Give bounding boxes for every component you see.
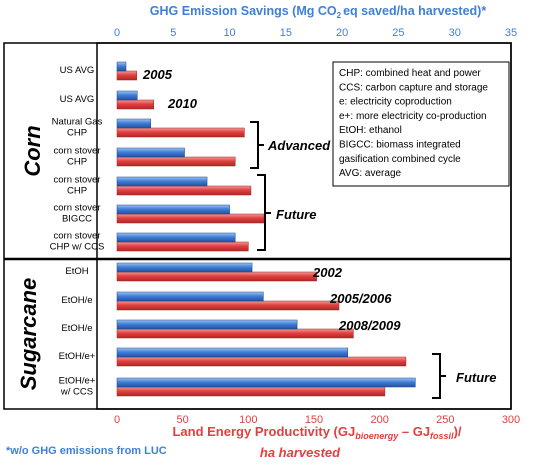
top-tick-label: 20 <box>336 27 348 39</box>
bottom-tick-label: 150 <box>305 414 323 426</box>
category-label: corn stover <box>54 203 101 214</box>
category-label: US AVG <box>60 94 95 105</box>
bottom-tick-label: 250 <box>436 414 454 426</box>
legend-line: e: electricity coproduction <box>339 97 452 108</box>
section-frame <box>3 42 512 410</box>
bar-ghg-savings <box>116 204 230 215</box>
bottom-axis-ticks: 0 50 100 150 200 250 300 <box>114 414 520 426</box>
top-tick-label: 0 <box>114 27 120 39</box>
category-label: corn stover <box>54 231 101 242</box>
top-axis-ticks: 0 5 10 15 20 25 30 35 <box>114 27 517 39</box>
bottom-tick-label: 300 <box>502 414 520 426</box>
legend-entries: CHP: combined heat and power CCS: carbon … <box>339 68 488 179</box>
top-tick-label: 10 <box>223 27 235 39</box>
bar-land-energy <box>116 386 386 397</box>
bar-ghg-savings <box>116 262 253 273</box>
bar-ghg-savings <box>116 232 236 243</box>
category-label: CHP <box>67 186 87 197</box>
bar-ghg-savings <box>116 377 416 388</box>
legend-line: CHP: combined heat and power <box>339 68 481 79</box>
top-tick-label: 15 <box>280 27 292 39</box>
group-label-sugarcane-future: Future <box>456 370 496 385</box>
top-axis-title: GHG Emission Savings (Mg CO2 eq saved/ha … <box>150 4 487 20</box>
bottom-axis-title-line1: Land Energy Productivity (GJbioenergy – … <box>172 424 461 441</box>
category-label: EtOH/e <box>61 323 92 334</box>
bar-ghg-savings <box>116 90 138 101</box>
group-label-2008-2009: 2008/2009 <box>338 318 401 333</box>
section-label-sugarcane: Sugarcane <box>16 278 41 391</box>
bottom-tick-label: 200 <box>370 414 388 426</box>
bar-land-energy <box>116 241 249 252</box>
bottom-tick-label: 0 <box>114 414 120 426</box>
category-label: CHP <box>67 157 87 168</box>
legend-line: gasification combined cycle <box>339 154 461 165</box>
bar-land-energy <box>116 127 245 138</box>
top-tick-label: 30 <box>449 27 461 39</box>
category-label: Natural Gas <box>52 117 103 128</box>
category-label: EtOH/e <box>61 295 92 306</box>
category-label: EtOH/e+ <box>59 351 96 362</box>
bar-land-energy <box>116 300 340 311</box>
bar-ghg-savings <box>116 147 185 158</box>
bar-land-energy <box>116 156 236 167</box>
group-label-2002: 2002 <box>312 265 343 280</box>
category-label: corn stover <box>54 175 101 186</box>
section-label-corn: Corn <box>20 125 45 176</box>
bar-land-energy <box>116 328 354 339</box>
bracket-advanced <box>250 121 264 169</box>
bar-land-energy <box>116 70 137 81</box>
bar-ghg-savings <box>116 347 349 358</box>
bar-land-energy <box>116 213 265 224</box>
group-label-2010: 2010 <box>167 96 198 111</box>
category-label: CHP <box>67 128 87 139</box>
bottom-tick-label: 50 <box>177 414 189 426</box>
bracket-corn-future <box>257 174 271 251</box>
bar-land-energy <box>116 99 155 110</box>
category-label: EtOH/e+ <box>59 376 96 387</box>
bar-ghg-savings <box>116 61 127 72</box>
top-tick-label: 5 <box>170 27 176 39</box>
bracket-sugarcane-future <box>432 353 446 399</box>
top-tick-label: 35 <box>505 27 517 39</box>
bar-land-energy <box>116 356 407 367</box>
legend-line: CCS: carbon capture and storage <box>339 82 488 93</box>
group-label-corn-future: Future <box>276 207 316 222</box>
bottom-tick-label: 100 <box>239 414 257 426</box>
bar-ghg-savings <box>116 291 264 302</box>
category-label: EtOH <box>65 266 88 277</box>
abbreviation-legend <box>332 61 510 187</box>
legend-line: BIGCC: biomass integrated <box>339 140 461 151</box>
bar-land-energy <box>116 271 317 282</box>
category-label: CHP w/ CCS <box>50 242 105 253</box>
bars <box>116 61 416 397</box>
footnote: *w/o GHG emissions from LUC <box>6 445 167 457</box>
bottom-axis-title-line2: ha harvested <box>260 445 341 460</box>
group-label-2005-2006: 2005/2006 <box>329 291 392 306</box>
legend-line: AVG: average <box>339 168 402 179</box>
bar-ghg-savings <box>116 118 152 129</box>
top-tick-label: 25 <box>392 27 404 39</box>
legend-line: EtOH: ethanol <box>339 125 402 136</box>
group-label-advanced: Advanced <box>267 138 331 153</box>
category-label: US AVG <box>60 65 95 76</box>
bar-ghg-savings <box>116 176 208 187</box>
category-label: w/ CCS <box>60 387 93 398</box>
group-label-2005: 2005 <box>142 67 173 82</box>
category-label: BIGCC <box>62 214 92 225</box>
bar-ghg-savings <box>116 319 298 330</box>
bar-land-energy <box>116 185 252 196</box>
legend-line: e+: more electricity co-production <box>339 111 487 122</box>
category-label: corn stover <box>54 146 101 157</box>
